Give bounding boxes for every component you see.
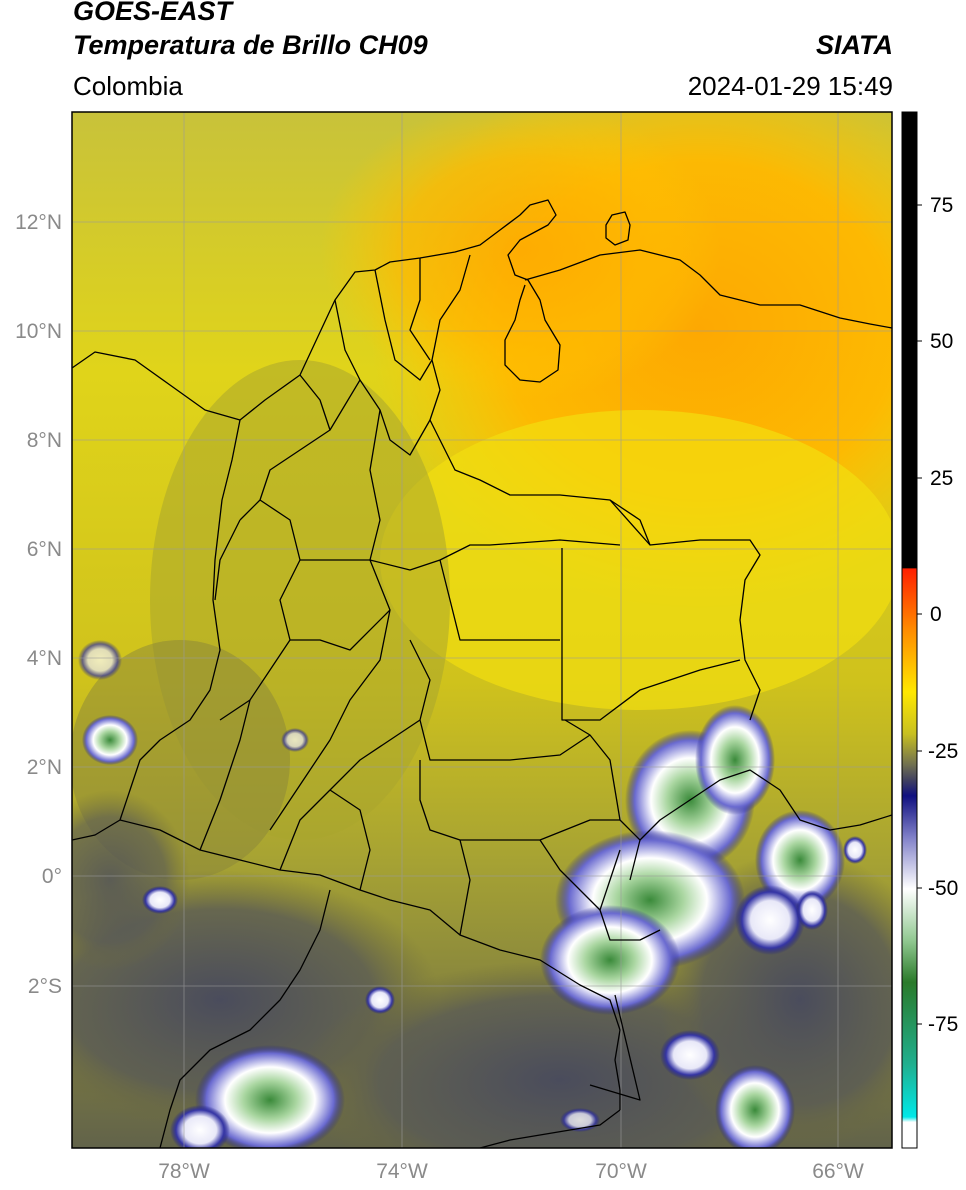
lat-label: 0° [42, 865, 62, 888]
lat-label: 10°N [15, 320, 62, 343]
colorbar-tick: 25 [930, 467, 953, 490]
lon-label: 74°W [376, 1160, 428, 1183]
lat-label: 4°N [27, 647, 62, 670]
gridlines [72, 112, 892, 1148]
lat-label: 8°N [27, 429, 62, 452]
map-frame [71, 111, 893, 1149]
colorbar: 75 50 25 0 -25 -50 -75 [901, 111, 958, 1149]
lon-label: 66°W [812, 1160, 864, 1183]
lat-label: 2°S [28, 975, 62, 998]
colorbar-tick: 0 [930, 603, 942, 626]
colorbar-tick: -50 [928, 877, 958, 900]
colorbar-tick: 50 [930, 330, 953, 353]
timestamp-label: 2024-01-29 15:49 [687, 71, 893, 101]
lat-label: 6°N [27, 538, 62, 561]
region-label: Colombia [73, 71, 183, 101]
agency-label: SIATA [816, 30, 893, 60]
satellite-image [72, 112, 892, 1148]
longitude-axis: 78°W 74°W 70°W 66°W [158, 1160, 864, 1183]
title-satellite: GOES-EAST [73, 0, 233, 26]
colorbar-tick: -75 [928, 1013, 958, 1036]
colorbar-tick: 75 [930, 194, 953, 217]
lat-label: 12°N [15, 211, 62, 234]
lon-label: 78°W [158, 1160, 210, 1183]
title-product: Temperatura de Brillo CH09 [73, 30, 428, 60]
lon-label: 70°W [595, 1160, 647, 1183]
colorbar-tick: -25 [928, 740, 958, 763]
country-borders [72, 199, 892, 1148]
latitude-axis: 12°N 10°N 8°N 6°N 4°N 2°N 0° 2°S [15, 211, 62, 998]
lat-label: 2°N [27, 756, 62, 779]
